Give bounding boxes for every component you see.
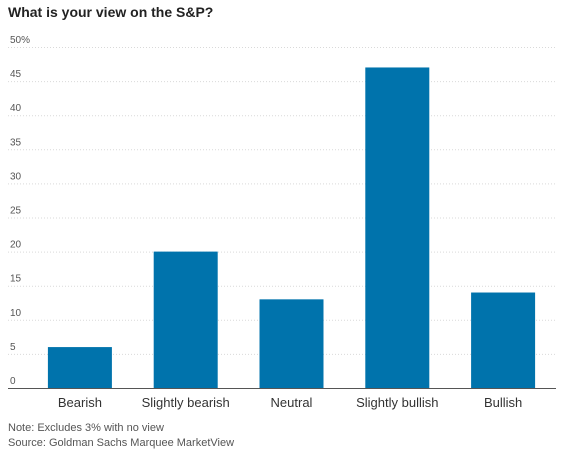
x-tick-label: Bearish xyxy=(58,395,102,410)
y-tick-label: 40 xyxy=(10,103,22,114)
footnote: Note: Excludes 3% with no view xyxy=(8,422,164,434)
y-tick-label: 45 xyxy=(10,69,22,80)
y-tick-label: 10 xyxy=(10,308,22,319)
x-tick-label: Slightly bullish xyxy=(356,395,438,410)
x-tick-label: Slightly bearish xyxy=(142,395,230,410)
bars xyxy=(47,67,536,389)
y-axis-ticks: 0 5 10 15 20 25 30 35 40 45 50% xyxy=(10,35,30,387)
x-tick-label: Bullish xyxy=(484,395,522,410)
chart-footer: Note: Excludes 3% with no view Source: G… xyxy=(8,421,234,451)
y-tick-label: 50% xyxy=(10,35,30,46)
x-tick-label: Neutral xyxy=(271,395,313,410)
y-tick-label: 5 xyxy=(10,342,16,353)
bar-neutral xyxy=(259,299,324,388)
chart-title: What is your view on the S&P? xyxy=(8,4,214,20)
y-tick-label: 0 xyxy=(10,376,16,387)
y-tick-label: 30 xyxy=(10,171,22,182)
x-axis-labels: Bearish Slightly bearish Neutral Slightly b… xyxy=(58,395,522,410)
y-tick-label: 35 xyxy=(10,137,22,148)
y-tick-label: 25 xyxy=(10,206,22,217)
y-tick-label: 15 xyxy=(10,274,22,285)
source-line: Source: Goldman Sachs Marquee MarketView xyxy=(8,437,235,449)
y-tick-label: 20 xyxy=(10,240,22,251)
bar-bearish xyxy=(47,347,112,388)
bar-bullish xyxy=(471,292,536,388)
bar-slightly-bullish xyxy=(365,67,430,389)
bar-slightly-bearish xyxy=(153,251,218,388)
